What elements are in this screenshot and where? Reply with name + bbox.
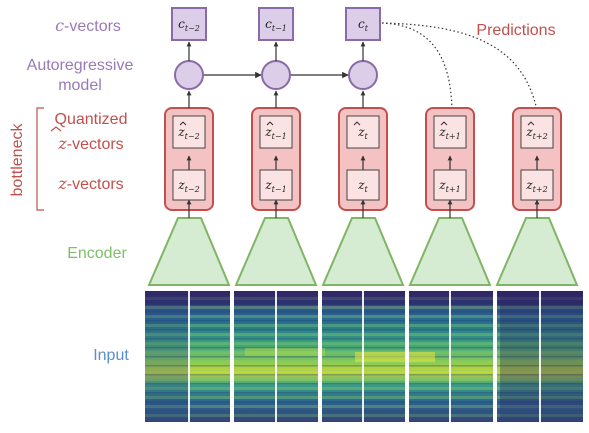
c-vector-box: ct — [346, 8, 380, 40]
timestep-column: zt−2 zt−2 ct−2 — [149, 8, 229, 285]
autoregressive-node — [175, 61, 203, 89]
input-spectrogram — [145, 291, 583, 422]
c-vector-box: ct−2 — [172, 8, 206, 40]
quantized-z-box: zt+2 — [521, 116, 553, 148]
timestep-column: zt−1 zt−1 ct−1 — [236, 8, 316, 285]
encoder-block — [236, 218, 316, 285]
quantized-z-vectors-label: z-vectors — [51, 127, 124, 153]
input-label: Input — [93, 347, 129, 364]
bottleneck-bracket — [37, 108, 44, 210]
quantized-z-box: zt — [347, 116, 379, 148]
svg-text:c-vectors: c-vectors — [55, 16, 121, 35]
bottleneck-label: bottleneck — [9, 123, 26, 197]
svg-text:model: model — [58, 77, 102, 94]
encoder-block — [410, 218, 490, 285]
z-vectors-label: z-vectors — [57, 174, 123, 193]
predictions-label: Predictions — [476, 22, 555, 39]
encoder-block — [497, 218, 577, 285]
z-box: zt−1 — [260, 170, 292, 200]
c-vector-box: ct−1 — [259, 8, 293, 40]
z-box: zt−2 — [173, 170, 205, 200]
timestep-column: zt+2 zt+2 — [497, 108, 577, 285]
autoregressive-node — [349, 61, 377, 89]
z-box: zt+1 — [434, 170, 466, 200]
svg-text:z-vectors: z-vectors — [57, 174, 123, 193]
prediction-arrow-t1 — [382, 23, 452, 115]
quantized-z-box: zt−2 — [173, 116, 205, 148]
encoder-label: Encoder — [67, 245, 127, 262]
z-box: zt — [347, 170, 379, 200]
quantized-z-box: zt+1 — [434, 116, 466, 148]
quantized-label: Quantized — [55, 111, 128, 128]
quantized-z-box: zt−1 — [260, 116, 292, 148]
autoregressive-model-label: Autoregressive model — [27, 57, 134, 94]
timestep-column: zt+1 zt+1 — [410, 108, 490, 285]
svg-text:Autoregressive: Autoregressive — [27, 57, 134, 74]
encoder-block — [149, 218, 229, 285]
encoder-block — [323, 218, 403, 285]
autoregressive-node — [262, 61, 290, 89]
timestep-column: zt zt ct — [323, 8, 403, 285]
c-vectors-label: c-vectors — [55, 16, 121, 35]
svg-text:z-vectors: z-vectors — [57, 134, 123, 153]
z-box: zt+2 — [521, 170, 553, 200]
